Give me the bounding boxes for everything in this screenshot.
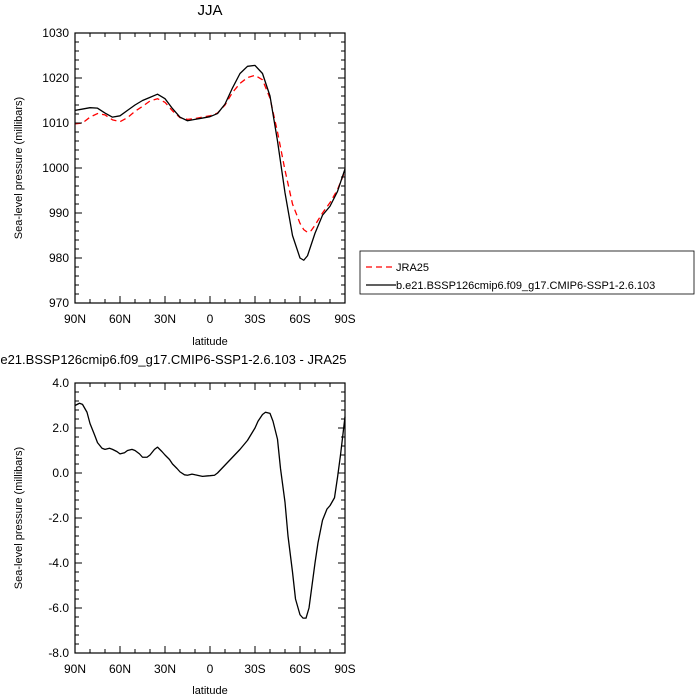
bottom-panel: b.e21.BSSP126cmip6.f09_g17.CMIP6-SSP1-2.… <box>0 352 356 697</box>
bottom-y-tick-label: 2.0 <box>52 421 69 435</box>
top-y-tick-label: 1010 <box>42 116 69 130</box>
top-series-group <box>74 64 346 261</box>
top-x-axis-label: latitude <box>192 336 227 348</box>
top-y-tick-label: 980 <box>49 251 69 265</box>
legend-box <box>359 250 695 295</box>
bottom-y-tick-label: -4.0 <box>48 556 69 570</box>
legend-label-model: b.e21.BSSP126cmip6.f09_g17.CMIP6-SSP1-2.… <box>396 280 655 292</box>
bottom-y-tick-label: -6.0 <box>48 601 69 615</box>
top-y-tick-label: 1000 <box>42 161 69 175</box>
top-series-line-1 <box>74 64 346 261</box>
bottom-x-tick-label: 30N <box>154 662 176 676</box>
top-x-tick-label: 30S <box>244 312 265 326</box>
top-x-tick-label: 90N <box>64 312 86 326</box>
legend: JRA25 b.e21.BSSP126cmip6.f09_g17.CMIP6-S… <box>359 250 695 295</box>
bottom-y-tick-label: 4.0 <box>52 376 69 390</box>
bottom-x-tick-label: 60N <box>109 662 131 676</box>
top-axes: 90N 60N 30N 0 30S 60S 90S 970 980 990 1000 1010 1020… <box>42 26 355 326</box>
top-x-tick-label: 30N <box>154 312 176 326</box>
top-chart-title: JJA <box>197 2 222 19</box>
top-x-tick-label: 90S <box>334 312 355 326</box>
top-x-tick-label: 60S <box>289 312 310 326</box>
top-plot-frame <box>74 32 346 304</box>
bottom-y-tick-label: -2.0 <box>48 511 69 525</box>
bottom-plot-frame <box>74 382 346 654</box>
bottom-chart-title: b.e21.BSSP126cmip6.f09_g17.CMIP6-SSP1-2.… <box>0 352 347 367</box>
top-y-tick-label: 1030 <box>42 26 69 40</box>
bottom-y-tick-label: 0.0 <box>52 466 69 480</box>
top-y-tick-label: 1020 <box>42 71 69 85</box>
bottom-x-tick-label: 30S <box>244 662 265 676</box>
bottom-x-axis-label: latitude <box>192 685 227 697</box>
top-series-line-0 <box>74 74 346 233</box>
bottom-y-axis-label: Sea-level pressure (millibars) <box>13 447 25 589</box>
bottom-x-tick-label: 0 <box>207 662 214 676</box>
top-x-tick-label: 0 <box>207 312 214 326</box>
top-y-tick-label: 990 <box>49 206 69 220</box>
bottom-y-tick-label: -8.0 <box>48 646 69 660</box>
top-y-axis-label: Sea-level pressure (millibars) <box>13 97 25 239</box>
bottom-x-tick-label: 90N <box>64 662 86 676</box>
top-x-tick-label: 60N <box>109 312 131 326</box>
bottom-series-group <box>74 402 346 619</box>
legend-label-jra25: JRA25 <box>396 262 429 274</box>
top-y-tick-label: 970 <box>49 296 69 310</box>
top-panel: JJA Sea-level pressure (millibars) latit… <box>13 2 356 348</box>
bottom-x-tick-label: 90S <box>334 662 355 676</box>
bottom-series-line-0 <box>74 402 346 619</box>
bottom-x-tick-label: 60S <box>289 662 310 676</box>
bottom-axes: 90N 60N 30N 0 30S 60S 90S -8.0 -6.0 -4.0 -2.0 0.0 2.… <box>48 376 355 676</box>
